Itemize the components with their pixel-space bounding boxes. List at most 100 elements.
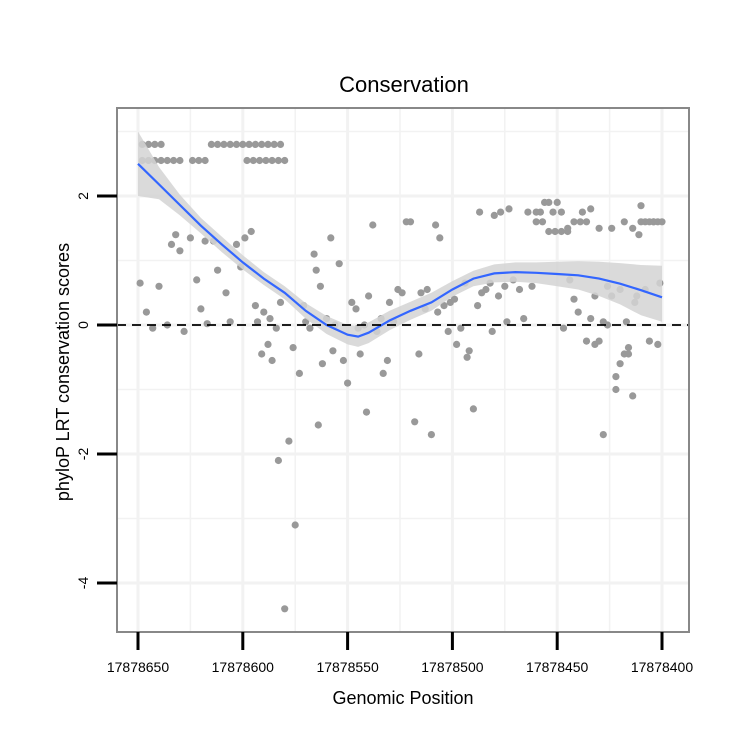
- x-axis-label: Genomic Position: [332, 688, 473, 708]
- data-point: [538, 218, 547, 226]
- data-point: [469, 405, 477, 413]
- data-point: [318, 360, 326, 368]
- data-point: [398, 289, 406, 297]
- data-point: [490, 211, 498, 219]
- data-point: [629, 392, 637, 400]
- data-point: [186, 234, 194, 242]
- data-point: [264, 140, 272, 148]
- data-point: [482, 285, 490, 294]
- data-point: [188, 156, 197, 165]
- data-point: [616, 360, 624, 368]
- data-point: [520, 315, 528, 323]
- data-point: [251, 302, 259, 310]
- plot-area: 17878650 17878600 17878550 17878500 17878450…: [75, 107, 693, 675]
- data-point: [281, 156, 289, 165]
- data-point: [587, 205, 595, 213]
- data-point: [362, 408, 371, 416]
- x-tick-label: 17878600: [212, 659, 275, 675]
- data-point: [658, 218, 666, 226]
- data-point: [411, 418, 419, 426]
- data-point: [637, 202, 645, 210]
- chart-title: Conservation: [339, 72, 469, 97]
- data-point: [440, 302, 448, 310]
- data-point: [172, 231, 180, 239]
- data-point: [474, 302, 482, 310]
- data-point: [501, 282, 509, 290]
- data-point: [453, 340, 461, 348]
- data-point: [620, 218, 628, 226]
- x-tick-label: 17878650: [107, 659, 170, 675]
- data-point: [176, 247, 184, 255]
- data-point: [570, 218, 578, 226]
- data-point: [197, 305, 205, 313]
- data-point: [599, 431, 607, 439]
- data-point: [417, 289, 425, 297]
- data-point: [258, 140, 266, 148]
- data-point: [243, 156, 251, 165]
- data-point: [494, 292, 503, 300]
- data-point: [201, 237, 209, 245]
- data-point: [310, 250, 318, 258]
- x-tick-label: 17878500: [421, 659, 484, 675]
- data-point: [276, 140, 285, 148]
- data-point: [505, 205, 513, 213]
- data-point: [253, 318, 262, 326]
- data-point: [329, 347, 337, 355]
- data-point: [232, 140, 241, 148]
- data-point: [232, 240, 241, 248]
- data-point: [385, 298, 394, 306]
- data-point: [528, 282, 536, 290]
- data-point: [436, 234, 444, 242]
- data-point: [306, 324, 314, 332]
- data-point: [274, 456, 282, 465]
- data-point: [545, 227, 553, 236]
- y-axis-label: phyloP LRT conservation scores: [53, 243, 73, 501]
- data-point: [251, 140, 259, 148]
- data-point: [247, 227, 255, 236]
- data-point: [463, 353, 471, 361]
- data-point: [356, 350, 364, 358]
- data-point: [515, 285, 524, 294]
- data-point: [415, 350, 423, 358]
- y-tick-label: 0: [75, 321, 91, 329]
- data-point: [316, 282, 324, 290]
- data-point: [557, 227, 566, 236]
- data-point: [444, 327, 452, 335]
- plot-border: [116, 107, 690, 633]
- data-point: [151, 140, 159, 148]
- data-point: [352, 305, 360, 313]
- data-point: [335, 260, 343, 268]
- data-point: [629, 224, 637, 232]
- data-point: [264, 340, 272, 348]
- data-point: [272, 324, 280, 332]
- data-point: [136, 279, 144, 287]
- data-point: [578, 208, 587, 216]
- x-tick-label: 17878450: [526, 659, 589, 675]
- data-point: [450, 295, 459, 303]
- data-point: [344, 379, 352, 387]
- data-point: [268, 156, 276, 165]
- data-point: [432, 221, 440, 229]
- data-point: [365, 292, 373, 300]
- data-point: [476, 208, 484, 216]
- data-point: [434, 308, 442, 316]
- data-point: [258, 350, 266, 358]
- data-point: [574, 308, 582, 316]
- data-point: [524, 208, 532, 216]
- data-point: [276, 298, 285, 306]
- data-point: [157, 156, 165, 165]
- data-point: [369, 221, 377, 229]
- data-point: [595, 337, 603, 345]
- plot-panel: [117, 108, 689, 632]
- data-point: [226, 318, 234, 326]
- data-point: [327, 234, 335, 242]
- data-point: [645, 337, 654, 345]
- data-point: [608, 224, 616, 232]
- data-point: [622, 318, 631, 326]
- data-point: [612, 385, 620, 394]
- data-point: [176, 156, 184, 165]
- y-tick-label: 2: [75, 192, 91, 200]
- data-point: [207, 140, 215, 148]
- y-tick-label: -4: [75, 577, 91, 590]
- data-point: [239, 140, 247, 148]
